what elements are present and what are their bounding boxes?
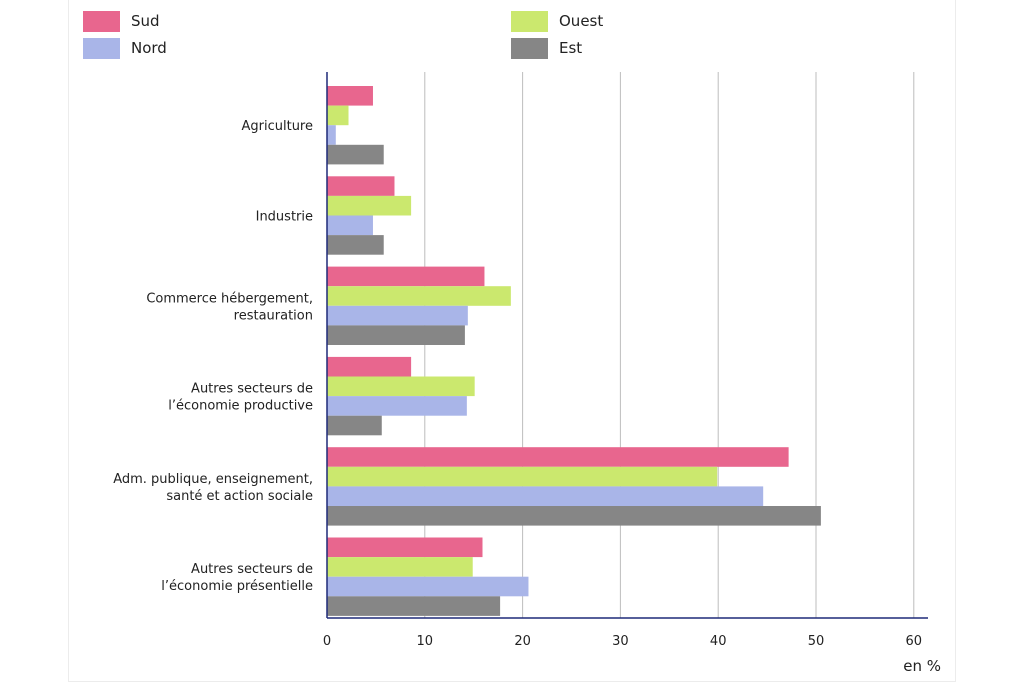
legend-swatch-sud [83,10,120,32]
bar-est-0 [327,144,384,165]
bar-nord-4 [327,486,764,506]
legend-swatch-est [511,37,548,59]
category-label-3-0: Autres secteurs de [191,382,313,397]
x-tick-label-0: 0 [323,634,331,649]
legend-label-nord: Nord [131,39,167,57]
bar-est-1 [327,235,384,255]
bar-sud-5 [327,537,483,558]
bar-sud-1 [327,176,395,196]
legend-label-sud: Sud [131,12,160,30]
bar-est-5 [327,596,501,616]
category-label-4-1: santé et action sociale [166,489,313,504]
legend-item-est: Est [511,36,582,60]
x-tick-label-60: 60 [906,634,923,649]
bar-ouest-5 [327,557,473,577]
category-label-5-1: l’économie présentielle [161,579,313,594]
category-label-2-1: restauration [234,308,313,323]
x-tick-label-10: 10 [417,634,434,649]
bar-nord-2 [327,305,468,326]
legend-item-sud: Sud [83,9,160,33]
x-axis-unit-label: en % [903,657,941,675]
bar-nord-3 [327,396,467,416]
bar-sud-4 [327,447,789,467]
bar-sud-0 [327,86,373,106]
chart-frame [68,0,956,682]
bar-ouest-1 [327,195,412,216]
x-tick-label-40: 40 [710,634,727,649]
bar-nord-0 [327,125,336,145]
category-label-0-0: Agriculture [242,119,314,134]
category-label-3-1: l’économie productive [168,399,313,414]
bar-est-4 [327,506,821,526]
category-label-2-0: Commerce hébergement, [146,291,313,306]
bar-est-2 [327,325,465,345]
bar-sud-3 [327,356,412,377]
category-label-5-0: Autres secteurs de [191,562,313,577]
category-label-1-0: Industrie [256,210,313,225]
legend-item-ouest: Ouest [511,9,603,33]
bar-nord-1 [327,215,373,236]
bar-sud-2 [327,266,485,287]
legend-swatch-nord [83,37,120,59]
legend-item-nord: Nord [83,36,167,60]
bar-ouest-2 [327,286,511,306]
category-label-4-0: Adm. publique, enseignement, [113,472,313,487]
legend-swatch-ouest [511,10,548,32]
legend-label-est: Est [559,39,583,57]
x-tick-label-50: 50 [808,634,825,649]
bar-ouest-0 [327,105,349,126]
x-tick-label-30: 30 [612,634,629,649]
bar-ouest-4 [327,466,718,487]
bar-ouest-3 [327,376,475,397]
bar-est-3 [327,415,382,436]
x-tick-label-20: 20 [514,634,531,649]
legend-label-ouest: Ouest [559,12,604,30]
bar-nord-5 [327,576,529,597]
